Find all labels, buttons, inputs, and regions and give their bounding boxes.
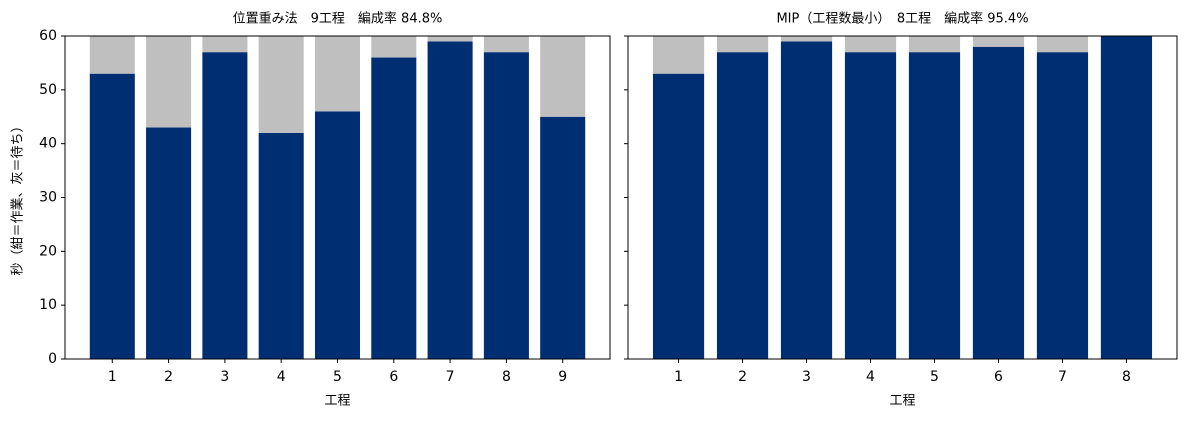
bar-segment [540,36,586,117]
x-tick-label: 8 [1122,369,1131,385]
plot-frame [64,35,611,360]
x-tick-label: 3 [220,369,229,385]
bar-segment [972,46,1025,360]
bar-segment [1036,52,1089,360]
bar-segment [716,36,769,53]
bar-segment [314,111,361,359]
chart-title: 位置重み法 9工程 編成率 84.8% [233,11,443,27]
x-tick-label: 7 [1058,369,1067,385]
bar-segment [716,52,769,360]
x-tick-label: 7 [446,369,455,385]
bar-segment [258,132,304,359]
bar-segment [89,73,135,359]
y-tick-label: 60 [39,28,57,44]
bar-segment [89,36,135,74]
bar-segment [146,36,192,128]
bar-segment [1036,36,1089,53]
bar-segment [427,41,473,360]
x-tick-label: 1 [108,369,117,385]
y-axis-label: 秒（紺＝作業、灰＝待ち） [10,119,26,275]
bar-segment [972,36,1025,47]
x-tick-label: 6 [994,369,1003,385]
bar-segment [540,116,586,359]
bar-segment [314,36,361,112]
y-tick-label: 40 [39,136,57,152]
y-tick-label: 0 [48,351,57,367]
y-tick-label: 20 [39,243,57,259]
bar-segment [258,36,304,133]
bar-segment [202,36,248,53]
x-tick-label: 1 [674,369,683,385]
x-tick-label: 6 [389,369,398,385]
bar-segment [371,57,417,360]
x-axis-label: 工程 [889,394,915,409]
x-tick-label: 4 [277,369,286,385]
y-tick-label: 30 [39,190,57,206]
bar-segment [427,36,473,42]
bar-segment [371,36,417,58]
bar-segment [908,36,961,53]
plot-frame [627,35,1178,360]
bar-segment [844,36,897,53]
x-tick-label: 2 [738,369,747,385]
y-tick-label: 50 [39,82,57,98]
bar-segment [202,52,248,360]
bar-segment [146,127,192,360]
bar-segment [844,52,897,360]
bar-segment [780,36,833,42]
bar-segment [908,52,961,360]
x-tick-label: 9 [558,369,567,385]
y-tick-label: 10 [39,297,57,313]
bar-segment [652,36,705,74]
bar-segment [483,36,529,53]
x-tick-label: 5 [930,369,939,385]
bar-segment [652,73,705,359]
x-tick-label: 3 [802,369,811,385]
x-axis-label: 工程 [324,394,350,409]
x-tick-label: 8 [502,369,511,385]
x-tick-label: 2 [164,369,173,385]
bar-segment [483,52,529,360]
bar-segment [780,41,833,360]
chart-title: MIP（工程数最小） 8工程 編成率 95.4% [776,11,1028,27]
x-tick-label: 5 [333,369,342,385]
bar-segment [1100,36,1153,359]
x-tick-label: 4 [866,369,875,385]
